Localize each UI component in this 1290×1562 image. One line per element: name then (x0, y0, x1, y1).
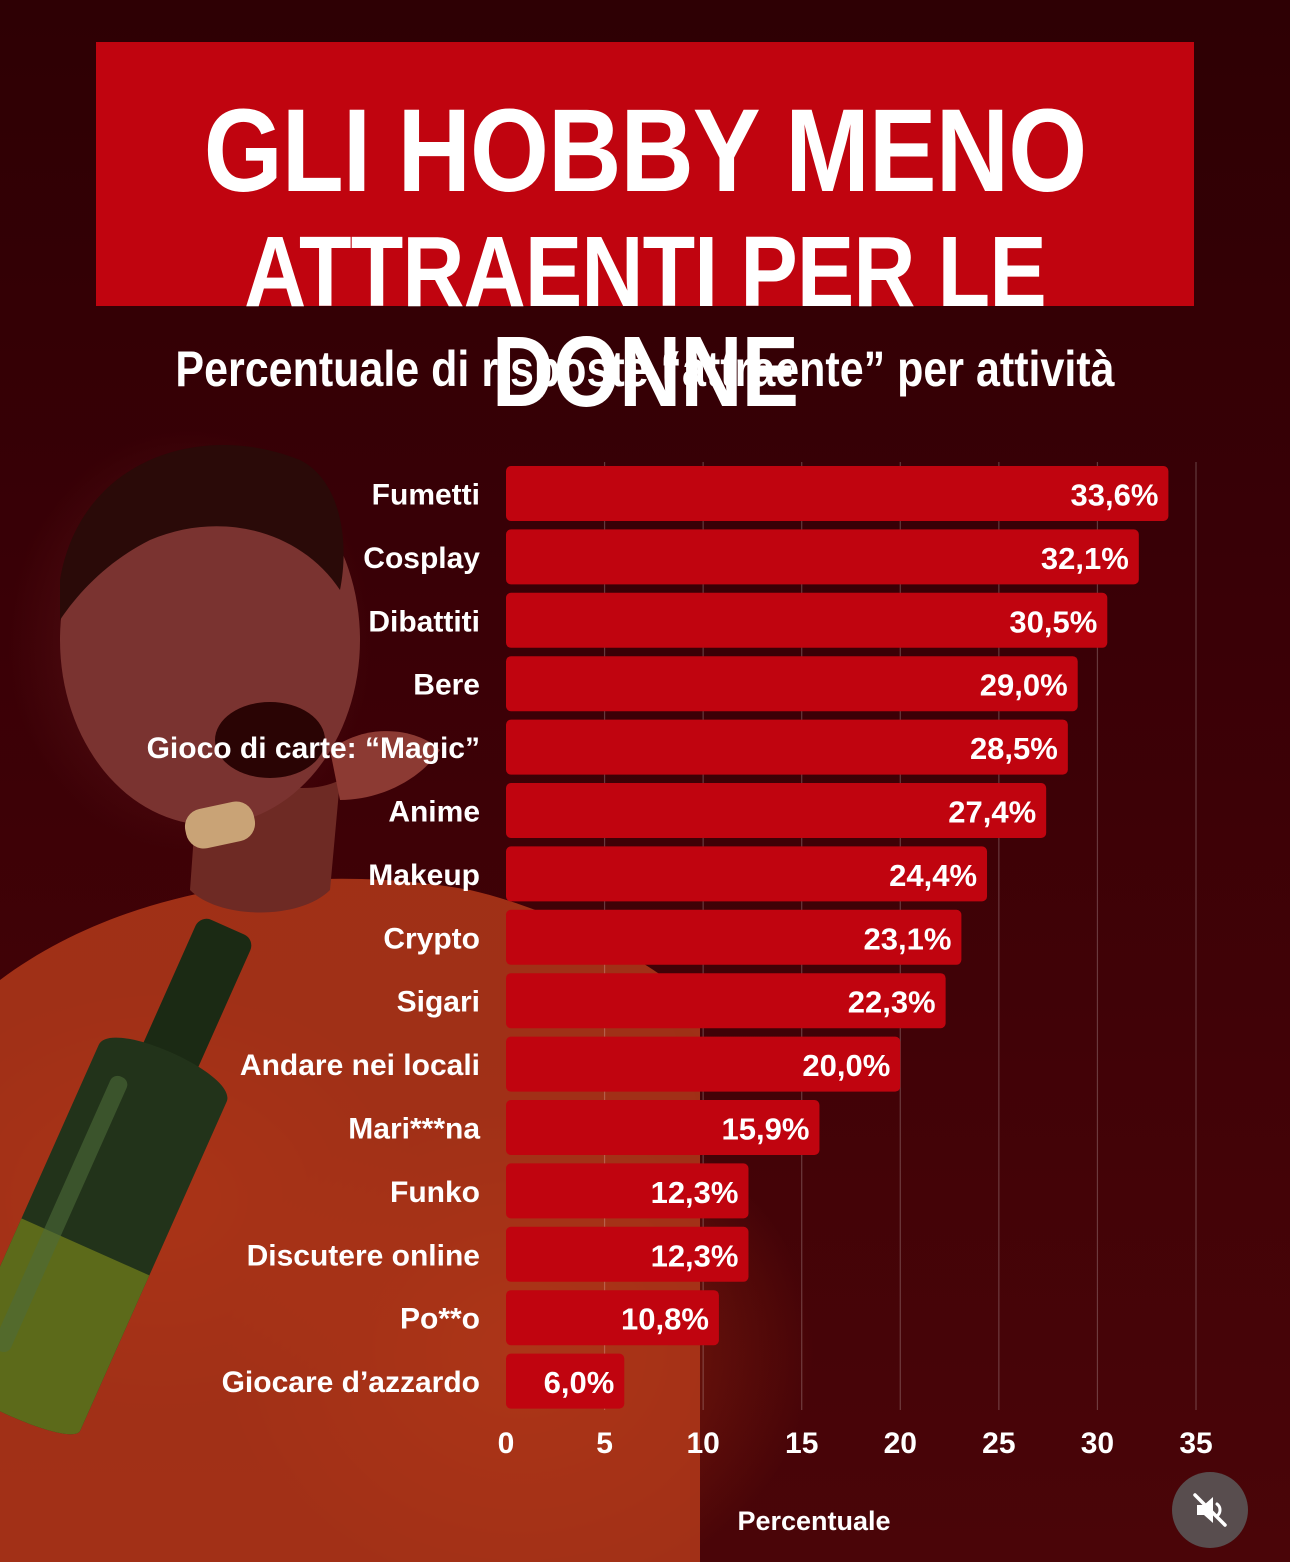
data-label: 12,3% (651, 1175, 739, 1210)
category-label: Makeup (368, 859, 480, 892)
x-tick-label: 25 (982, 1427, 1015, 1460)
mute-button[interactable] (1172, 1472, 1248, 1548)
data-label: 33,6% (1070, 478, 1158, 513)
data-label: 6,0% (544, 1365, 615, 1400)
category-label: Anime (388, 796, 480, 829)
x-tick-label: 15 (785, 1427, 818, 1460)
bar (506, 1353, 625, 1409)
title-line-2: ATTRAENTI PER LE DONNE (244, 216, 1047, 428)
data-label: 27,4% (948, 795, 1036, 830)
category-label: Po**o (400, 1303, 480, 1336)
data-label: 15,9% (722, 1112, 810, 1147)
data-label: 22,3% (848, 985, 936, 1020)
bar (506, 846, 988, 902)
category-label: Gioco di carte: “Magic” (147, 732, 480, 765)
category-label: Giocare d’azzardo (222, 1366, 480, 1399)
data-label: 30,5% (1009, 604, 1097, 639)
bar (506, 1036, 901, 1092)
data-label: 20,0% (802, 1048, 890, 1083)
category-label: Mari***na (348, 1113, 480, 1146)
data-label: 24,4% (889, 858, 977, 893)
bar (506, 529, 1139, 585)
bar (506, 592, 1108, 648)
bar (506, 1163, 749, 1219)
category-label: Discutere online (247, 1239, 480, 1272)
x-axis-title: Percentuale (737, 1506, 890, 1536)
bar (506, 783, 1047, 838)
x-tick-label: 30 (1081, 1427, 1114, 1460)
category-label: Sigari (397, 986, 480, 1019)
bar (506, 1290, 719, 1346)
title-banner: GLI HOBBY MENO ATTRAENTI PER LE DONNE (96, 42, 1194, 422)
bar (506, 656, 1078, 712)
data-label: 10,8% (621, 1302, 709, 1337)
category-label: Fumetti (372, 479, 480, 512)
title-line-1: GLI HOBBY MENO (203, 85, 1087, 217)
data-label: 28,5% (970, 731, 1058, 766)
bar (506, 909, 962, 965)
category-label: Cosplay (363, 542, 480, 575)
data-label: 23,1% (863, 921, 951, 956)
category-label: Dibattiti (368, 605, 480, 638)
data-label: 32,1% (1041, 541, 1129, 576)
chart-subtitle: Percentuale di risposte “attraente” per … (175, 341, 1115, 397)
x-tick-label: 5 (596, 1427, 613, 1460)
bar (506, 973, 946, 1029)
x-tick-label: 0 (498, 1427, 515, 1460)
speaker-muted-icon (1193, 1493, 1227, 1527)
category-label: Bere (413, 669, 480, 702)
x-tick-label: 10 (686, 1427, 719, 1460)
bar (506, 1100, 820, 1155)
bar (506, 466, 1169, 521)
bar (506, 1226, 749, 1282)
category-label: Andare nei locali (240, 1049, 480, 1082)
bar (506, 719, 1068, 775)
category-label: Funko (390, 1176, 480, 1209)
data-label: 12,3% (651, 1238, 739, 1273)
data-label: 29,0% (980, 668, 1068, 703)
category-label: Crypto (383, 922, 480, 955)
x-tick-label: 35 (1179, 1427, 1212, 1460)
x-tick-label: 20 (884, 1427, 917, 1460)
